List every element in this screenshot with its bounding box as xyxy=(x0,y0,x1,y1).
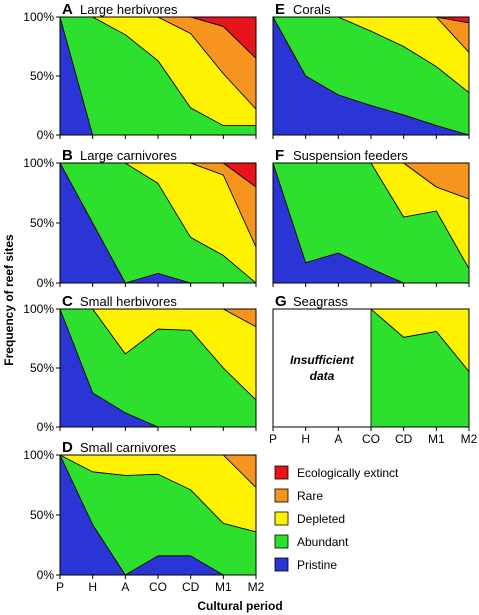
legend-swatch-ecologically-extinct xyxy=(274,465,289,480)
panel-letter-corals: E xyxy=(275,1,285,18)
panel-letter-seagrass: G xyxy=(275,293,287,310)
x-tick-label: M1 xyxy=(215,580,232,594)
y-tick-label: 0% xyxy=(37,568,55,582)
panel-corals: E Corals xyxy=(272,1,470,139)
y-tick-label: 0% xyxy=(37,276,55,290)
y-tick-label: 50% xyxy=(30,216,54,230)
x-tick-label: H xyxy=(301,432,310,446)
legend-label-rare: Rare xyxy=(297,489,323,503)
legend-item-depleted: Depleted xyxy=(274,511,345,526)
panel-large-carnivores: B Large carnivores 0% 50% 100% xyxy=(23,147,257,290)
panel-title-large-herbivores: Large herbivores xyxy=(80,2,178,17)
x-tick-label: A xyxy=(121,580,129,594)
panel-seagrass: G Seagrass P H A CO CD M1 M2 Insufficient data xyxy=(269,293,478,446)
y-tick-label: 0% xyxy=(37,420,55,434)
legend-item-rare: Rare xyxy=(274,488,323,503)
legend: Ecologically extinct Rare Depleted Abundant… xyxy=(274,465,399,572)
legend-swatch-depleted xyxy=(274,511,289,526)
legend-label-abundant: Abundant xyxy=(297,535,349,549)
panel-title-small-herbivores: Small herbivores xyxy=(80,294,177,309)
x-tick-label: M2 xyxy=(461,432,478,446)
x-tick-label: CD xyxy=(395,432,413,446)
panels-layer: A Large herbivores 0% 50% 100% E Corals B Large … xyxy=(23,1,477,594)
legend-item-abundant: Abundant xyxy=(274,534,349,549)
legend-item-pristine: Pristine xyxy=(274,557,337,572)
panel-small-herbivores: C Small herbivores 0% 50% 100% xyxy=(23,293,257,434)
panel-small-carnivores: D Small carnivores 0% 50% 100% P H A CO CD M1 M2 xyxy=(23,439,264,594)
x-tick-label: M2 xyxy=(248,580,265,594)
x-tick-label: H xyxy=(88,580,97,594)
legend-swatch-pristine xyxy=(274,557,289,572)
y-tick-label: 0% xyxy=(37,128,55,142)
legend-item-ecologically-extinct: Ecologically extinct xyxy=(274,465,399,480)
y-tick-label: 100% xyxy=(23,156,54,170)
panel-letter-large-carnivores: B xyxy=(62,147,73,164)
x-tick-label: CO xyxy=(362,432,380,446)
panel-letter-suspension-feeders: F xyxy=(275,147,284,164)
y-axis-title: Frequency of reef sites xyxy=(2,234,16,366)
panel-title-small-carnivores: Small carnivores xyxy=(80,440,177,455)
y-tick-label: 100% xyxy=(23,10,54,24)
x-tick-label: A xyxy=(334,432,342,446)
panel-large-herbivores: A Large herbivores 0% 50% 100% xyxy=(23,1,257,142)
panel-suspension-feeders: F Suspension feeders xyxy=(272,147,470,287)
panel-title-corals: Corals xyxy=(293,2,331,17)
panel-title-suspension-feeders: Suspension feeders xyxy=(293,148,408,163)
legend-label-ecologically-extinct: Ecologically extinct xyxy=(297,466,399,480)
x-tick-label: P xyxy=(56,580,64,594)
legend-label-pristine: Pristine xyxy=(297,558,337,572)
panel-letter-large-herbivores: A xyxy=(62,1,73,18)
x-tick-label: CD xyxy=(182,580,200,594)
legend-label-depleted: Depleted xyxy=(297,512,345,526)
y-tick-label: 100% xyxy=(23,302,54,316)
insufficient-data-note: Insufficient data xyxy=(290,353,355,383)
x-tick-label: M1 xyxy=(428,432,445,446)
panel-letter-small-herbivores: C xyxy=(62,293,73,310)
y-tick-label: 50% xyxy=(30,508,54,522)
x-tick-label: CO xyxy=(149,580,167,594)
y-tick-label: 100% xyxy=(23,448,54,462)
legend-swatch-abundant xyxy=(274,534,289,549)
panel-title-large-carnivores: Large carnivores xyxy=(80,148,177,163)
y-tick-label: 50% xyxy=(30,361,54,375)
legend-swatch-rare xyxy=(274,488,289,503)
x-axis-title: Cultural period xyxy=(197,599,282,613)
x-tick-label: P xyxy=(269,432,277,446)
panel-title-seagrass: Seagrass xyxy=(293,294,348,309)
panel-letter-small-carnivores: D xyxy=(62,439,73,456)
y-tick-label: 50% xyxy=(30,69,54,83)
